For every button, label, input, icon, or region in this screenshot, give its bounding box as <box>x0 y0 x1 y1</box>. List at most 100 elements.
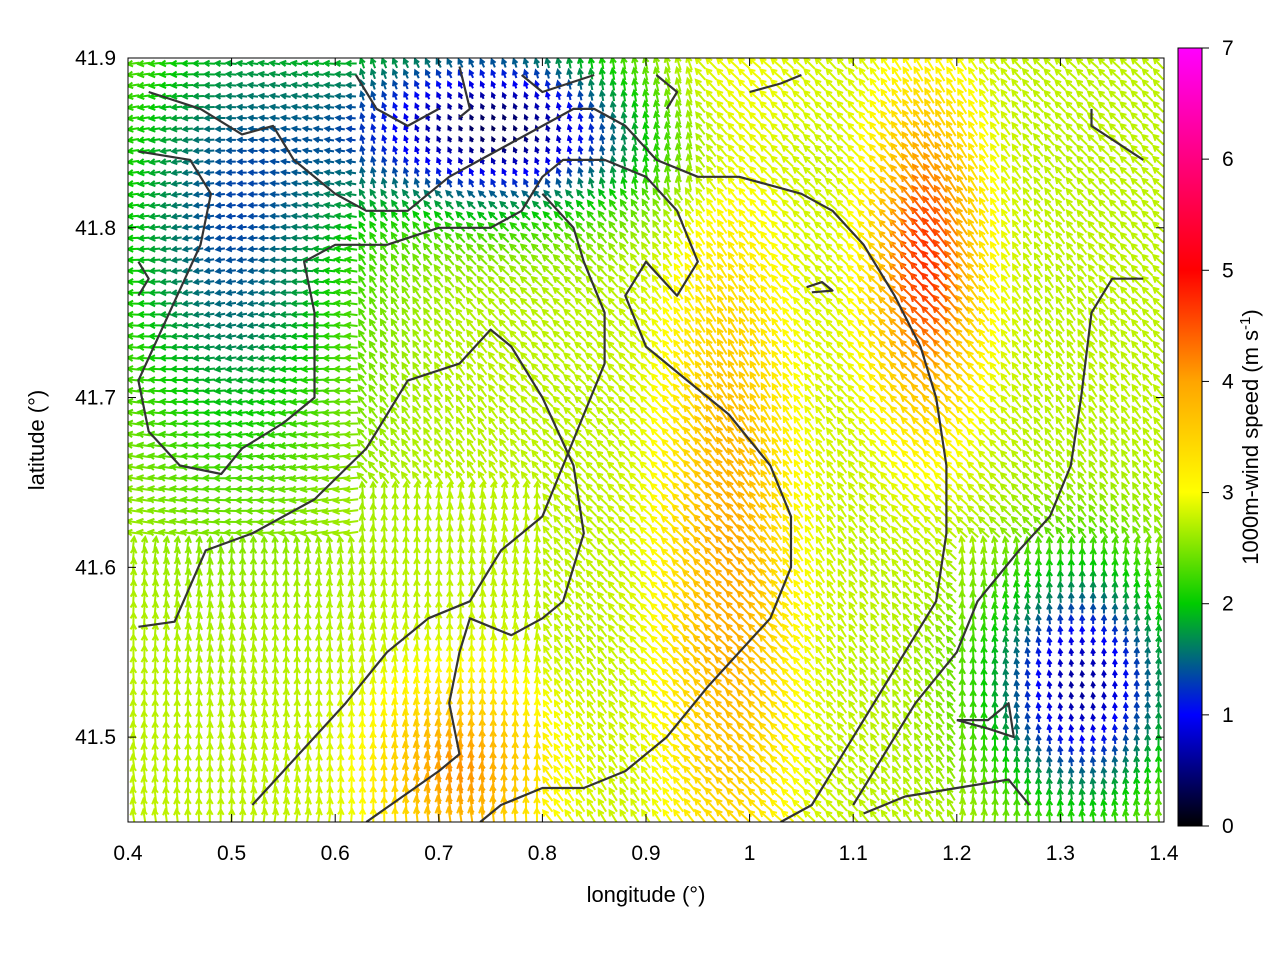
wind-arrow <box>651 797 662 813</box>
wind-arrow <box>640 776 651 791</box>
wind-arrow <box>1155 678 1163 691</box>
wind-arrow <box>836 743 848 758</box>
wind-arrow <box>980 808 989 822</box>
wind-arrow <box>1122 712 1129 723</box>
wind-arrow <box>825 799 838 812</box>
wind-arrow <box>597 786 607 802</box>
wind-arrow <box>1002 711 1010 724</box>
wind-arrow <box>271 687 280 704</box>
wind-arrow <box>858 765 870 780</box>
wind-arrow <box>1079 745 1086 755</box>
wind-arrow <box>1122 733 1130 745</box>
wind-arrow <box>249 785 258 802</box>
wind-arrow <box>651 721 663 736</box>
wind-arrow <box>935 754 945 769</box>
wind-arrow <box>228 720 236 737</box>
wind-arrow <box>315 807 323 822</box>
wind-arrow <box>129 785 137 802</box>
wind-arrow <box>162 785 170 802</box>
wind-arrow <box>1046 723 1053 733</box>
wind-arrow <box>803 678 815 692</box>
wind-arrow <box>564 797 575 813</box>
wind-arrow <box>836 700 848 714</box>
wind-arrow <box>250 763 258 780</box>
wind-arrow <box>924 710 934 725</box>
wind-arrow <box>206 698 214 715</box>
wind-arrow <box>913 808 924 822</box>
wind-arrow <box>925 754 934 769</box>
wind-arrow <box>1078 798 1086 812</box>
wind-arrow <box>1035 744 1042 756</box>
wind-arrow <box>608 721 618 736</box>
wind-arrow <box>1068 755 1075 767</box>
wind-arrow <box>206 687 214 704</box>
wind-arrow <box>969 807 978 822</box>
wind-arrow <box>803 744 816 757</box>
wind-arrow <box>217 731 225 748</box>
wind-arrow <box>206 665 214 682</box>
wind-arrow <box>802 788 816 801</box>
wind-arrow <box>814 678 826 692</box>
wind-arrow <box>650 710 663 725</box>
wind-arrow <box>1078 808 1086 822</box>
wind-arrow <box>260 753 269 769</box>
wind-arrow <box>282 785 291 802</box>
wind-arrow <box>608 797 618 813</box>
wind-arrow <box>902 678 913 692</box>
wind-arrow <box>542 753 554 769</box>
wind-arrow <box>249 774 258 791</box>
wind-arrow <box>791 777 805 790</box>
wind-arrow <box>228 709 236 726</box>
wind-arrow <box>958 753 967 769</box>
wind-arrow <box>1122 690 1129 701</box>
wind-arrow <box>597 797 607 813</box>
wind-arrow <box>825 722 837 736</box>
wind-arrow <box>1143 797 1152 812</box>
wind-arrow <box>575 688 586 704</box>
wind-arrow <box>619 732 629 747</box>
wind-arrow <box>282 720 291 737</box>
wind-arrow <box>260 687 269 704</box>
wind-arrow <box>293 807 302 822</box>
wind-arrow <box>618 699 630 714</box>
wind-arrow <box>969 775 978 791</box>
wind-arrow <box>903 688 913 703</box>
wind-arrow <box>129 742 137 759</box>
wind-arrow <box>140 796 148 813</box>
wind-arrow <box>553 808 565 822</box>
wind-arrow <box>586 721 597 736</box>
wind-arrow <box>629 710 641 725</box>
wind-arrow <box>848 677 858 692</box>
wind-arrow <box>608 786 618 802</box>
wind-arrow <box>553 699 564 715</box>
wind-arrow <box>880 798 891 812</box>
wind-arrow <box>250 676 258 693</box>
wind-arrow <box>1079 680 1085 689</box>
wind-arrow <box>1002 722 1010 735</box>
wind-arrow <box>1111 744 1119 756</box>
wind-arrow <box>1068 723 1075 733</box>
wind-arrow <box>304 763 312 781</box>
wind-arrow <box>282 796 291 813</box>
wind-arrow <box>1002 689 1010 702</box>
wind-arrow <box>619 765 629 780</box>
wind-arrow <box>870 732 880 747</box>
wind-arrow <box>825 700 837 714</box>
wind-arrow <box>903 776 913 791</box>
wind-arrow <box>151 785 159 802</box>
wind-arrow <box>791 766 805 779</box>
wind-arrow <box>1122 755 1130 767</box>
wind-arrow <box>129 763 137 780</box>
wind-arrow <box>672 776 685 791</box>
wind-arrow <box>1079 723 1086 733</box>
wind-arrow <box>1057 723 1064 733</box>
wind-arrow <box>553 710 564 726</box>
wind-arrow <box>608 688 619 703</box>
wind-arrow <box>914 732 923 747</box>
wind-arrow <box>619 786 629 802</box>
wind-arrow <box>651 776 662 791</box>
wind-arrow <box>1133 711 1140 723</box>
wind-arrow <box>358 665 366 682</box>
wind-arrow <box>1089 798 1097 812</box>
